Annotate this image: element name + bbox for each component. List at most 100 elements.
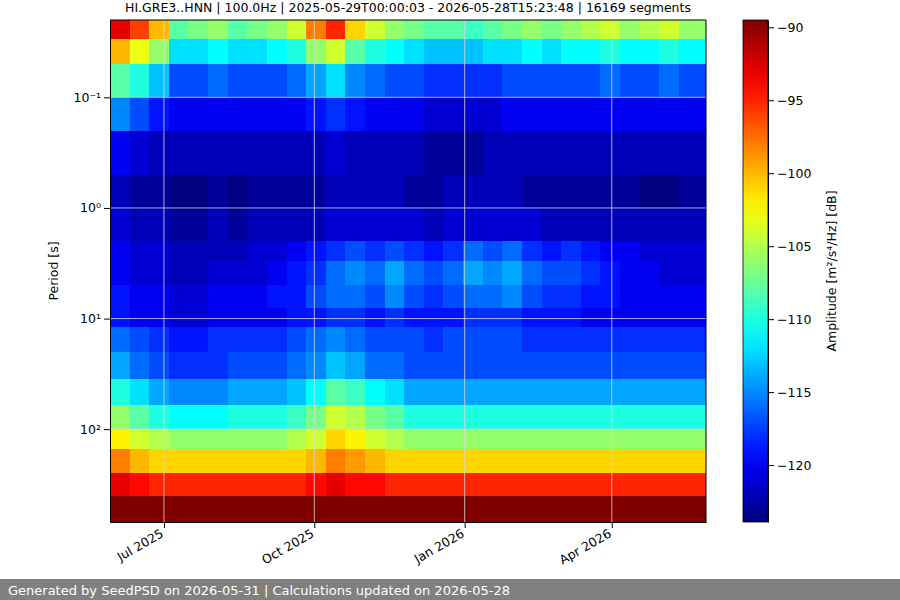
cell — [600, 208, 620, 242]
cell — [404, 473, 424, 496]
cell — [522, 39, 542, 64]
cell — [581, 405, 601, 430]
colorbar-axis: −120−115−110−105−100−95−90 — [768, 20, 811, 523]
cell — [542, 20, 562, 40]
cell — [404, 496, 424, 522]
cell — [424, 496, 444, 522]
cell — [679, 473, 706, 496]
cell — [659, 20, 679, 40]
y-tick-mark — [104, 319, 110, 320]
cell — [542, 285, 562, 308]
cell — [659, 496, 679, 522]
cell — [365, 379, 385, 405]
cell — [600, 327, 620, 352]
cell — [287, 241, 307, 261]
cell — [208, 241, 228, 261]
cell — [483, 352, 503, 379]
cell — [463, 429, 483, 449]
cell — [208, 473, 228, 496]
cell — [620, 131, 640, 176]
cell — [267, 449, 287, 474]
cell — [385, 39, 405, 64]
cell — [522, 261, 542, 286]
cell — [306, 131, 326, 176]
colorbar-tick-label: −105 — [777, 239, 811, 254]
cell — [659, 379, 679, 405]
frame-top — [110, 20, 706, 21]
cell — [345, 285, 365, 308]
cell — [326, 131, 346, 176]
cell — [149, 261, 169, 286]
cell — [385, 379, 405, 405]
cell — [326, 327, 346, 352]
cell — [483, 449, 503, 474]
cell — [267, 429, 287, 449]
cell — [640, 285, 660, 308]
cell — [130, 285, 150, 308]
cell — [188, 473, 208, 496]
cell — [287, 64, 307, 98]
cell — [404, 20, 424, 40]
cell — [581, 429, 601, 449]
cell — [385, 241, 405, 261]
cell — [443, 327, 463, 352]
cell — [208, 496, 228, 522]
cell — [659, 208, 679, 242]
colorbar — [743, 20, 768, 522]
cell — [424, 405, 444, 430]
cell — [542, 64, 562, 98]
cell — [208, 379, 228, 405]
cell — [640, 261, 660, 286]
cell — [306, 241, 326, 261]
cell — [404, 352, 424, 379]
cell — [208, 97, 228, 131]
cell — [228, 308, 248, 328]
cell — [287, 20, 307, 40]
cell — [502, 97, 522, 131]
cell — [581, 379, 601, 405]
cell — [326, 64, 346, 98]
cell — [620, 20, 640, 40]
cell — [443, 449, 463, 474]
cell — [385, 175, 405, 209]
cell — [267, 308, 287, 328]
cell — [110, 208, 130, 242]
cell — [424, 379, 444, 405]
cell — [169, 352, 189, 379]
cell — [424, 473, 444, 496]
cell — [463, 379, 483, 405]
cell — [365, 496, 385, 522]
cell — [522, 352, 542, 379]
x-tick-label: Jul 2025 — [114, 526, 166, 565]
colorbar-tick-label: −90 — [777, 20, 803, 35]
cell — [130, 261, 150, 286]
cell — [542, 352, 562, 379]
cell — [424, 352, 444, 379]
cell — [267, 496, 287, 522]
cell — [522, 449, 542, 474]
colorbar-tick-mark — [768, 246, 774, 247]
cell — [600, 496, 620, 522]
cell — [365, 97, 385, 131]
cell — [326, 405, 346, 430]
cell — [404, 327, 424, 352]
cell — [385, 97, 405, 131]
cell — [659, 175, 679, 209]
cell — [228, 379, 248, 405]
cell — [149, 473, 169, 496]
cell — [640, 39, 660, 64]
cell — [522, 327, 542, 352]
cell — [522, 379, 542, 405]
colorbar-tick-label: −120 — [777, 458, 811, 473]
cell — [522, 308, 542, 328]
y-tick-label: 10² — [80, 422, 101, 437]
cell — [640, 208, 660, 242]
cell — [228, 352, 248, 379]
x-tick-mark — [465, 522, 466, 528]
cell — [581, 496, 601, 522]
cell — [502, 429, 522, 449]
cell — [581, 175, 601, 209]
cell — [659, 39, 679, 64]
cell — [228, 131, 248, 176]
cell — [463, 208, 483, 242]
